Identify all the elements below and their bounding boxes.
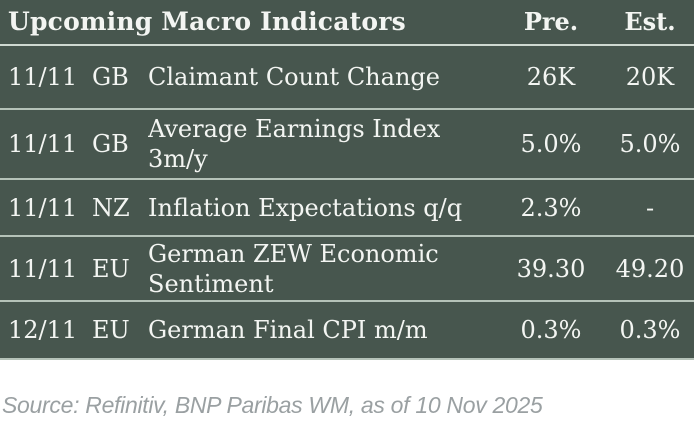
macro-indicators-table: Upcoming Macro Indicators Pre. Est. 11/1… [0,0,694,360]
cell-indicator: Claimant Count Change [148,63,440,91]
footer: Source: Refinitiv, BNP Paribas WM, as of… [0,360,694,439]
cell-date: 11/11 [8,130,78,158]
cell-country: GB [92,63,129,91]
table-row: 12/11 EU German Final CPI m/m 0.3% 0.3% [0,302,694,360]
cell-pre: 39.30 [516,254,586,283]
source-note: Source: Refinitiv, BNP Paribas WM, as of… [2,392,543,418]
cell-pre: 0.3% [520,316,582,344]
cell-est: 5.0% [619,130,681,158]
table-title: Upcoming Macro Indicators [8,7,406,36]
column-header-pre: Pre. [523,7,579,36]
cell-date: 12/11 [8,316,78,344]
cell-indicator: Average Earnings Index 3m/y [148,115,441,173]
table-header-row: Upcoming Macro Indicators Pre. Est. [0,0,694,46]
cell-date: 11/11 [8,254,78,283]
cell-est: 49.20 [615,254,685,283]
cell-pre: 5.0% [520,130,582,158]
cell-indicator: German Final CPI m/m [148,316,428,344]
table-row: 11/11 GB Average Earnings Index 3m/y 5.0… [0,110,694,180]
cell-country: GB [92,130,129,158]
cell-est: - [645,193,655,222]
cell-country: EU [92,254,130,283]
cell-date: 11/11 [8,193,78,222]
cell-date: 11/11 [8,63,78,91]
cell-country: NZ [92,193,130,222]
cell-pre: 26K [526,63,576,91]
table-row: 11/11 GB Claimant Count Change 26K 20K [0,46,694,110]
cell-indicator: Inflation Expectations q/q [148,193,463,222]
cell-est: 20K [625,63,675,91]
table-row: 11/11 EU German ZEW Economic Sentiment 3… [0,237,694,302]
cell-country: EU [92,316,130,344]
cell-pre: 2.3% [520,193,582,222]
cell-indicator: German ZEW Economic Sentiment [148,239,439,298]
table-row: 11/11 NZ Inflation Expectations q/q 2.3%… [0,180,694,237]
cell-est: 0.3% [619,316,681,344]
column-header-est: Est. [624,7,676,36]
